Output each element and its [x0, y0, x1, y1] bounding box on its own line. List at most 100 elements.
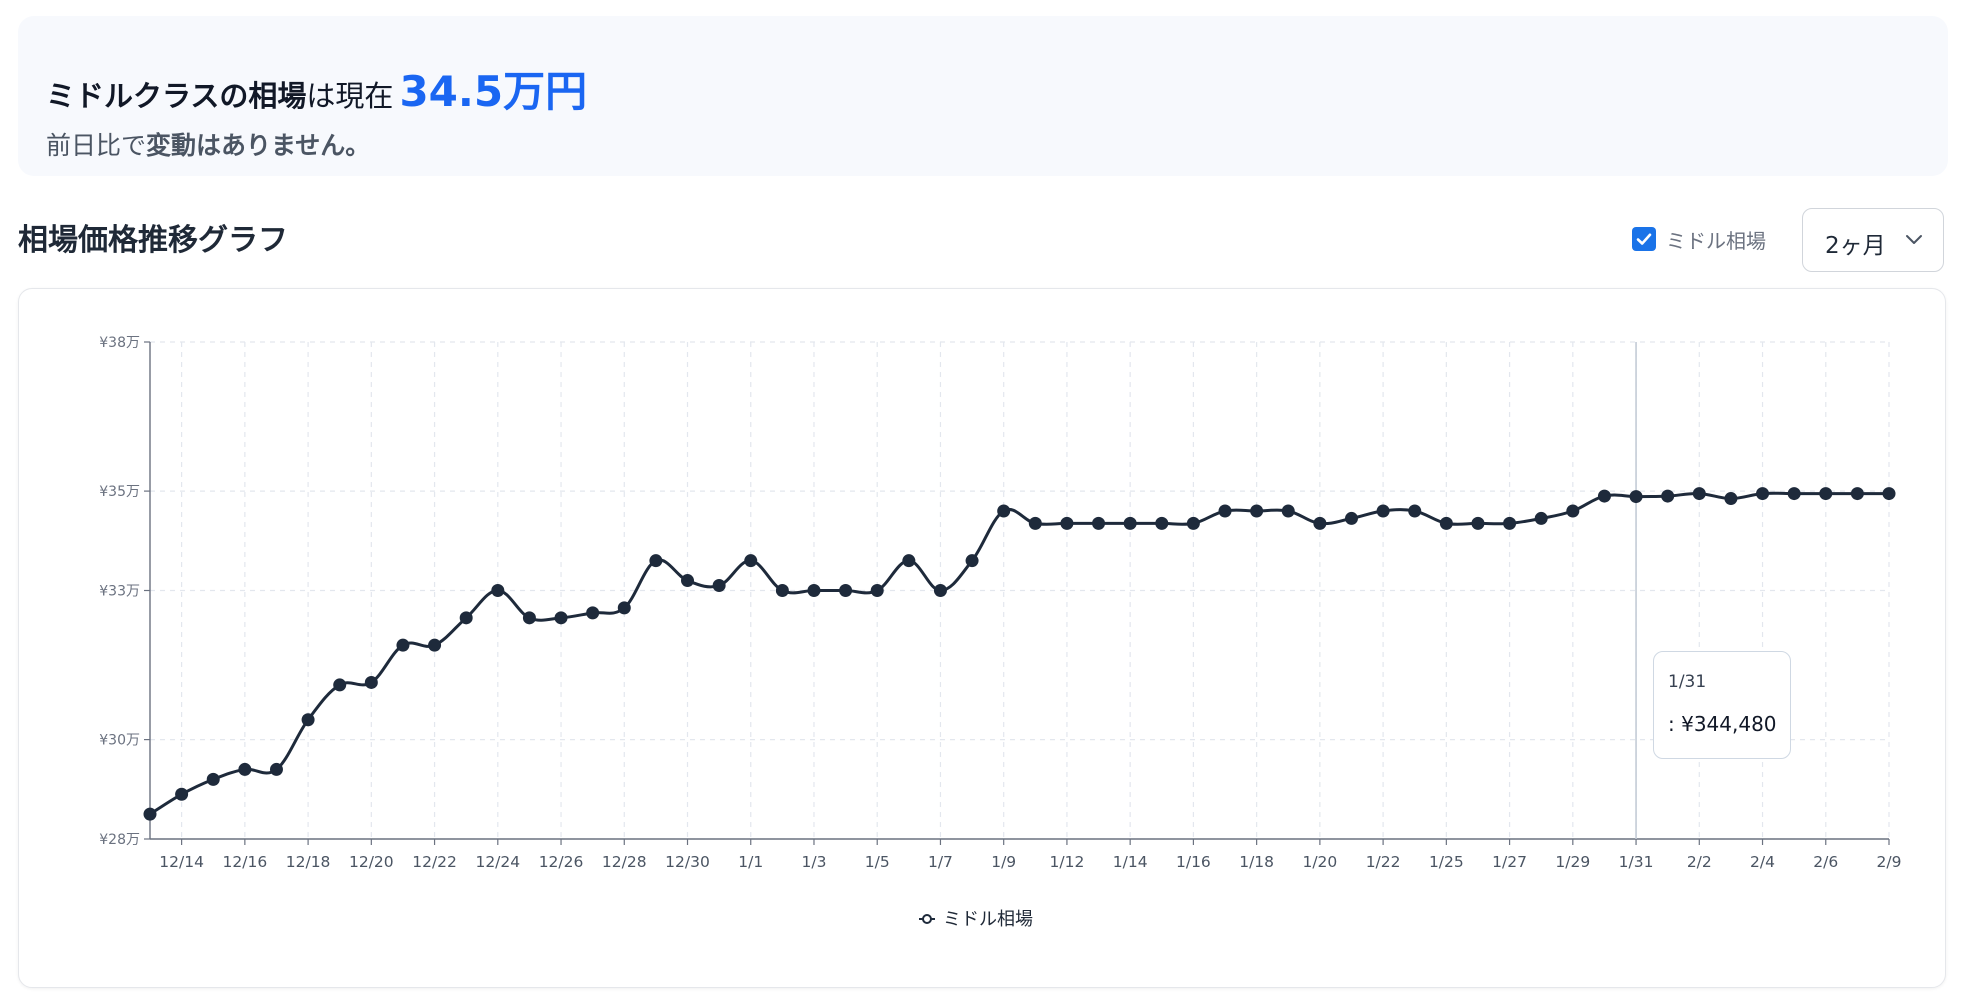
data-point	[1439, 516, 1453, 530]
x-tick-label: 1/27	[1492, 853, 1527, 871]
x-tick-label: 1/31	[1619, 853, 1654, 871]
data-point	[870, 584, 884, 597]
chart-card: ¥28万 ¥30万 ¥33万 ¥35万 ¥38万 12/14 12/16 12/18 12/20…	[18, 288, 1946, 988]
data-point	[1218, 504, 1232, 518]
data-point	[744, 554, 758, 568]
data-point	[965, 554, 979, 568]
chart-tooltip: 1/31 : ¥344,480	[1653, 651, 1791, 759]
x-tick-label: 1/3	[802, 853, 827, 871]
price-trend-chart: ¥28万 ¥30万 ¥33万 ¥35万 ¥38万 12/14 12/16 12/18 12/20…	[99, 335, 1902, 930]
data-point	[175, 787, 189, 801]
data-point	[396, 638, 410, 652]
y-tick-label: ¥38万	[99, 335, 140, 351]
current-price-line: ミドルクラスの相場は現在 34.5万円	[46, 58, 587, 119]
data-point	[1724, 492, 1738, 506]
data-point	[1534, 511, 1548, 525]
period-select-value: 2ヶ月	[1825, 233, 1886, 259]
data-point	[1155, 516, 1169, 530]
data-point	[269, 762, 283, 776]
data-point	[1661, 489, 1675, 503]
x-tick-label: 1/16	[1176, 853, 1211, 871]
x-tick-label: 1/9	[991, 853, 1016, 871]
x-tick-label: 2/9	[1877, 853, 1902, 871]
y-tick-label: ¥33万	[99, 584, 140, 600]
data-point	[459, 611, 473, 625]
data-point	[1882, 487, 1896, 501]
data-point	[1281, 504, 1295, 518]
compare-prefix: 前日比で	[46, 131, 147, 160]
data-point	[428, 638, 442, 652]
data-point	[554, 611, 568, 625]
x-tick-label: 1/14	[1113, 853, 1148, 871]
y-tick-label: ¥28万	[99, 832, 140, 848]
data-point	[997, 504, 1011, 518]
x-tick-label: 12/14	[159, 853, 204, 871]
x-tick-label: 1/1	[738, 853, 763, 871]
x-tick-label: 1/25	[1429, 853, 1464, 871]
data-point	[1692, 487, 1706, 501]
data-point	[902, 554, 916, 568]
data-point	[933, 584, 947, 597]
x-tick-label: 1/18	[1239, 853, 1274, 871]
x-tick-label: 1/22	[1366, 853, 1401, 871]
data-point	[206, 772, 220, 786]
tooltip-value: : ¥344,480	[1668, 712, 1777, 736]
y-tick-label: ¥35万	[99, 484, 140, 500]
data-point	[522, 611, 536, 625]
x-tick-label: 1/20	[1302, 853, 1337, 871]
data-point	[681, 574, 695, 588]
data-point	[1123, 516, 1137, 530]
x-tick-label: 12/18	[286, 853, 331, 871]
data-point	[143, 807, 157, 821]
data-point	[1819, 487, 1833, 501]
x-tick-label: 12/24	[475, 853, 520, 871]
data-point	[1756, 487, 1770, 501]
data-point	[617, 601, 631, 615]
data-point	[1408, 504, 1422, 518]
legend-marker	[922, 914, 932, 924]
series-line	[149, 491, 1889, 816]
current-price: 34.5万円	[399, 67, 588, 116]
x-tick-label: 2/6	[1813, 853, 1838, 871]
x-tick-label: 12/16	[223, 853, 268, 871]
x-tick-label: 1/7	[928, 853, 953, 871]
data-point	[649, 554, 663, 568]
data-point	[839, 584, 853, 597]
data-point	[1313, 516, 1327, 530]
tooltip-date: 1/31	[1668, 672, 1707, 692]
data-point	[301, 713, 315, 727]
series-toggle[interactable]: ミドル相場	[1632, 224, 1766, 254]
data-point	[1503, 516, 1517, 530]
x-tick-label: 12/28	[602, 853, 647, 871]
data-point	[775, 584, 789, 597]
chevron-down-icon	[1906, 235, 1922, 244]
data-point	[1787, 487, 1801, 501]
data-point	[1850, 487, 1864, 501]
legend-label: ミドル相場	[943, 909, 1033, 930]
x-tick-label: 12/20	[349, 853, 394, 871]
x-tick-label: 12/26	[539, 853, 584, 871]
x-tick-label: 1/29	[1555, 853, 1590, 871]
chart-section-title: 相場価格推移グラフ	[18, 223, 288, 258]
data-point	[238, 762, 252, 776]
data-point	[364, 675, 378, 689]
y-tick-label: ¥30万	[99, 733, 140, 749]
period-select[interactable]: 2ヶ月	[1802, 208, 1944, 272]
data-point	[1629, 490, 1643, 504]
x-tick-label: 1/12	[1050, 853, 1085, 871]
series-toggle-label: ミドル相場	[1666, 228, 1766, 253]
data-point	[1092, 516, 1106, 530]
series-checkbox[interactable]	[1632, 227, 1656, 251]
data-point	[1344, 511, 1358, 525]
market-summary: ミドルクラスの相場は現在 34.5万円 前日比で変動はありません。	[18, 16, 1948, 176]
data-point	[1060, 516, 1074, 530]
data-point	[333, 678, 347, 692]
compare-status: 変動はありません。	[146, 131, 371, 160]
x-tick-label: 12/22	[412, 853, 457, 871]
data-point	[712, 579, 726, 593]
data-point	[586, 606, 600, 620]
day-change-line: 前日比で変動はありません。	[46, 126, 370, 162]
data-point	[1376, 504, 1390, 518]
data-point	[1471, 516, 1485, 530]
current-prefix: は現在	[306, 79, 394, 113]
